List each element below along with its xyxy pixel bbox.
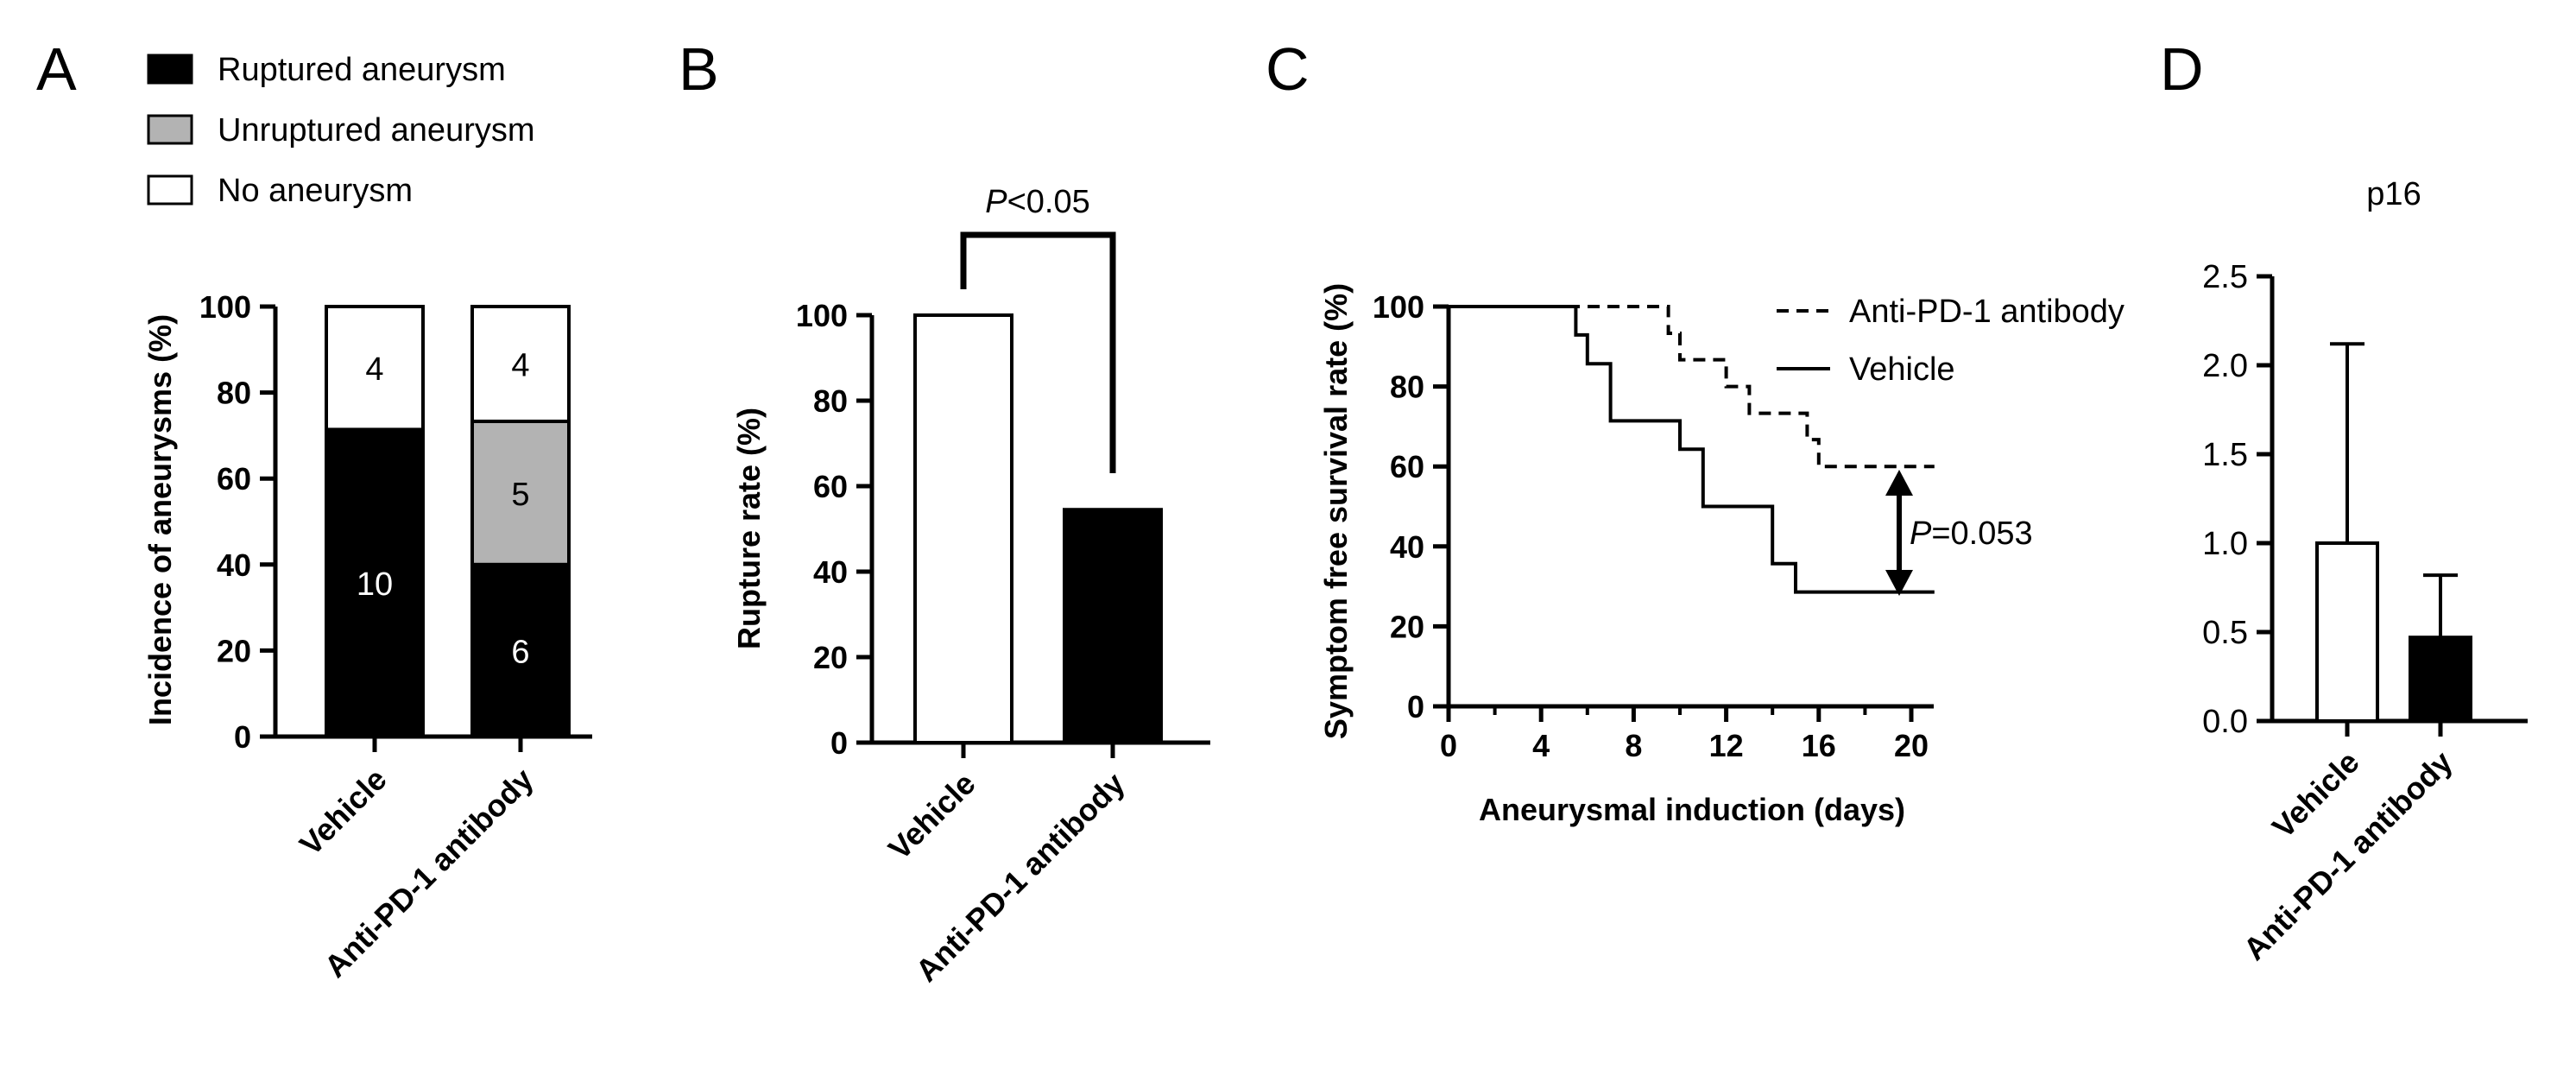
panel-d-bars (2315, 342, 2472, 737)
y-tick-label: 40 (1390, 529, 1424, 565)
panel-b-p-rest: <0.05 (1007, 184, 1090, 220)
y-tick-label: 60 (813, 469, 848, 504)
y-tick-label: 2.0 (2202, 348, 2248, 384)
y-tick-label: 20 (813, 640, 848, 675)
y-tick-label: 80 (217, 376, 251, 411)
bar-segment (470, 419, 571, 566)
y-tick-label: 40 (813, 554, 848, 590)
x-tick-label: 20 (1894, 728, 1929, 763)
panel-c-x-axis-title: Aneurysmal induction (days) (1479, 792, 1905, 827)
panel-c-legend: Anti-PD-1 antibody Vehicle (1777, 294, 2125, 388)
panel-b-bars (913, 313, 1163, 758)
legend-label-none: No aneurysm (218, 173, 413, 209)
bar-segment (470, 305, 571, 423)
panel-b: B 0 20 40 60 80 100 Rupture rate (%) P<0.05 V… (679, 35, 1210, 989)
panel-c-y-ticks: 0 20 40 60 80 100 (1373, 289, 1449, 724)
legend-label-vehicle: Vehicle (1849, 351, 1955, 388)
y-tick-label: 60 (1390, 449, 1424, 484)
y-tick-label: 100 (199, 289, 251, 325)
bar (1063, 508, 1163, 744)
y-tick-label: 0 (234, 719, 251, 755)
panel-b-y-axis-title: Rupture rate (%) (731, 408, 767, 649)
legend-swatch-unruptured (147, 114, 193, 145)
y-tick-label: 1.5 (2202, 437, 2248, 473)
bar-segment (325, 305, 425, 432)
x-tick-label: Vehicle (293, 762, 394, 863)
legend-swatch-none (147, 174, 193, 206)
panel-a-legend: Ruptured aneurysm Unruptured aneurysm No… (147, 52, 535, 209)
y-tick-label: 100 (1373, 289, 1424, 325)
bar (913, 313, 1013, 744)
panel-b-significance-bracket (960, 231, 1116, 473)
bar-segment (325, 427, 425, 738)
panel-c: C 0 20 40 60 80 100 0 4 8 12 16 20 Symptom free su… (1266, 35, 2125, 827)
bar-count-label: 10 (357, 566, 393, 603)
panel-a-y-ticks: 0 20 40 60 80 100 (199, 289, 275, 755)
panel-a-y-axis-title: Incidence of aneurysms (%) (142, 314, 178, 725)
x-tick-label: 0 (1440, 728, 1457, 763)
y-tick-label: 2.5 (2202, 259, 2248, 295)
x-tick-label: 4 (1532, 728, 1550, 763)
y-tick-label: 0.5 (2202, 615, 2248, 651)
panel-d-title: p16 (2366, 176, 2421, 212)
x-tick-label: 12 (1709, 728, 1744, 763)
legend-label-ruptured: Ruptured aneurysm (218, 52, 506, 88)
arrow-head-up (1885, 470, 1913, 496)
panel-d-letter: D (2160, 35, 2204, 103)
y-tick-label: 60 (217, 461, 251, 497)
y-tick-label: 0 (1407, 689, 1424, 724)
y-tick-label: 100 (796, 298, 848, 333)
y-tick-label: 1.0 (2202, 526, 2248, 562)
panel-c-y-axis-title: Symptom free survival rate (%) (1318, 283, 1354, 739)
y-tick-label: 40 (217, 547, 251, 583)
bar-count-label: 4 (511, 347, 529, 383)
y-tick-label: 0 (830, 725, 848, 761)
legend-label-unruptured: Unruptured aneurysm (218, 112, 535, 149)
panel-c-survival-curves (1449, 305, 1935, 594)
bar-count-label: 5 (511, 477, 529, 513)
panel-a-bars: 10 4 6 5 4 (325, 305, 571, 752)
bar-count-label: 6 (511, 634, 529, 670)
bar (2315, 541, 2379, 723)
panel-b-y-ticks: 0 20 40 60 80 100 (796, 298, 872, 761)
y-tick-label: 0.0 (2202, 704, 2248, 740)
arrow-head-down (1885, 570, 1913, 596)
panel-a-letter: A (36, 35, 77, 103)
panel-c-p-value: P=0.053 (1910, 516, 2033, 552)
panel-b-p-value: P<0.05 (985, 184, 1090, 220)
bar-count-label: 4 (365, 351, 383, 388)
y-tick-label: 20 (217, 633, 251, 668)
panel-b-p-letter: P (985, 184, 1007, 220)
panel-d: D p16 0.0 0.5 1.0 1.5 2.0 2.5 VehicleAnti-PD-… (2160, 35, 2528, 967)
legend-swatch-ruptured (147, 54, 193, 85)
legend-label-anti-pd1: Anti-PD-1 antibody (1849, 294, 2125, 330)
panel-b-letter: B (679, 35, 719, 103)
panel-a: A Ruptured aneurysm Unruptured aneurysm … (36, 35, 592, 984)
x-tick-label: 16 (1802, 728, 1836, 763)
panel-c-difference-arrow (1885, 470, 1913, 596)
bar (2409, 636, 2472, 723)
panel-c-letter: C (1266, 35, 1310, 103)
curve-anti-pd1-antibody (1449, 305, 1935, 469)
x-tick-label: Vehicle (881, 766, 982, 867)
y-tick-label: 80 (1390, 370, 1424, 405)
y-tick-label: 80 (813, 383, 848, 419)
curve-vehicle (1449, 305, 1935, 594)
panel-c-p-rest: =0.053 (1931, 516, 2032, 552)
panel-c-p-letter: P (1910, 516, 1932, 552)
x-tick-label: 8 (1625, 728, 1642, 763)
panel-d-y-ticks: 0.0 0.5 1.0 1.5 2.0 2.5 (2202, 259, 2272, 740)
panel-c-x-ticks: 0 4 8 12 16 20 (1440, 706, 1929, 763)
y-tick-label: 20 (1390, 609, 1424, 644)
